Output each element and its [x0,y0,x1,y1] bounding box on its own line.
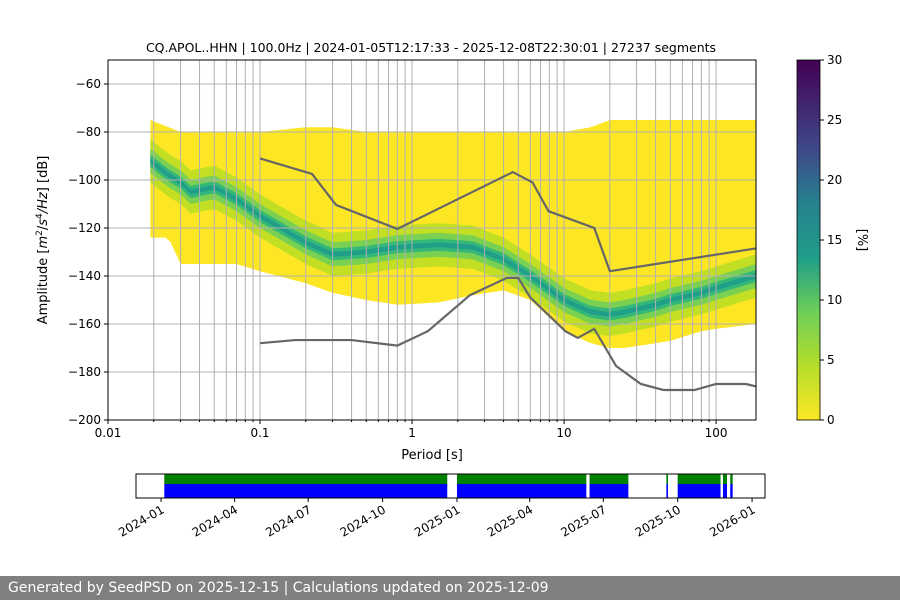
availability-segment [456,474,587,484]
colorbar-tick-label: 20 [827,173,842,187]
axis-ticks: 0.01 0.1 1 10 100 −60 −80 −100 −120 −140 −160 −180 −… [68,77,728,440]
chart-title: CQ.APOL..HHN | 100.0Hz | 2024-01-05T12:1… [146,40,716,55]
colorbar [796,59,821,421]
availability-segment [730,474,733,484]
y-tick-label: −80 [76,125,101,139]
used-segment [677,484,721,498]
colorbar-tick-label: 15 [827,233,842,247]
grid-lines [108,60,756,420]
y-label-part: s [36,219,51,226]
y-label-part: Amplitude [ [36,249,51,325]
high-noise-model-line [259,157,756,273]
y-label-part: Hz [36,191,51,209]
y-tick-label: −180 [68,365,101,379]
availability-segment [589,474,629,484]
density-heatmap [150,120,756,348]
availability-segment [164,474,448,484]
y-tick-label: −200 [68,413,101,427]
timeline-tick-label: 2025-04 [485,502,535,539]
timeline-frame [135,473,766,499]
x-tick-label: 1 [408,426,416,440]
y-tick-label: −160 [68,317,101,331]
used-segment [666,484,668,498]
used-segment [456,484,587,498]
timeline-tick-label: 2025-07 [558,502,608,539]
colorbar-ticks: 0 5 10 15 20 25 30 [820,53,842,427]
availability-segment [677,474,721,484]
colorbar-tick-label: 10 [827,293,842,307]
used-segment [730,484,733,498]
timeline-tick-label: 2026-01 [707,502,757,539]
timeline-tick-label: 2024-01 [116,502,166,539]
x-tick-label: 100 [705,426,728,440]
x-tick-label: 0.01 [95,426,122,440]
plot-frame [107,59,757,421]
y-tick-label: −120 [68,221,101,235]
x-tick-label: 0.1 [250,426,269,440]
availability-segment [666,474,668,484]
low-noise-model-line [259,276,756,392]
colorbar-label: [%] [854,229,869,252]
timeline-tick-label: 2025-10 [633,502,683,539]
y-tick-label: −140 [68,269,101,283]
timeline-tick-label: 2024-10 [338,502,388,539]
timeline-tick-label: 2025-01 [412,502,462,539]
y-axis-label: Amplitude [m2/s4/Hz] [dB] [35,156,51,325]
y-label-part: / [36,225,51,230]
colorbar-tick-label: 5 [827,353,835,367]
colorbar-tick-label: 30 [827,53,842,67]
used-segment [164,484,448,498]
y-label-part: / [36,207,51,214]
y-label-part: ] [dB] [36,156,51,193]
y-label-part: 4 [35,213,45,219]
used-segment [589,484,629,498]
colorbar-tick-label: 25 [827,113,842,127]
x-axis-label: Period [s] [401,448,463,463]
ppsd-chart: CQ.APOL..HHN | 100.0Hz | 2024-01-05T12:1… [35,40,869,540]
timeline-tick-label: 2024-07 [263,502,313,539]
timeline-tick-label: 2024-04 [190,502,240,539]
footer-note: Generated by SeedPSD on 2025-12-15 | Cal… [0,576,900,600]
x-tick-label: 10 [556,426,571,440]
y-label-part: 2 [35,230,45,236]
used-segment [722,484,728,498]
data-availability-timeline: 2024-01 2024-04 2024-07 2024-10 2025-01 2025-… [116,473,766,540]
colorbar-tick-label: 0 [827,413,835,427]
density-band-mid [150,148,756,327]
noise-model-lines [259,157,756,392]
y-tick-label: −60 [76,77,101,91]
y-label-part: m [36,236,51,249]
y-tick-label: −100 [68,173,101,187]
availability-segment [722,474,728,484]
